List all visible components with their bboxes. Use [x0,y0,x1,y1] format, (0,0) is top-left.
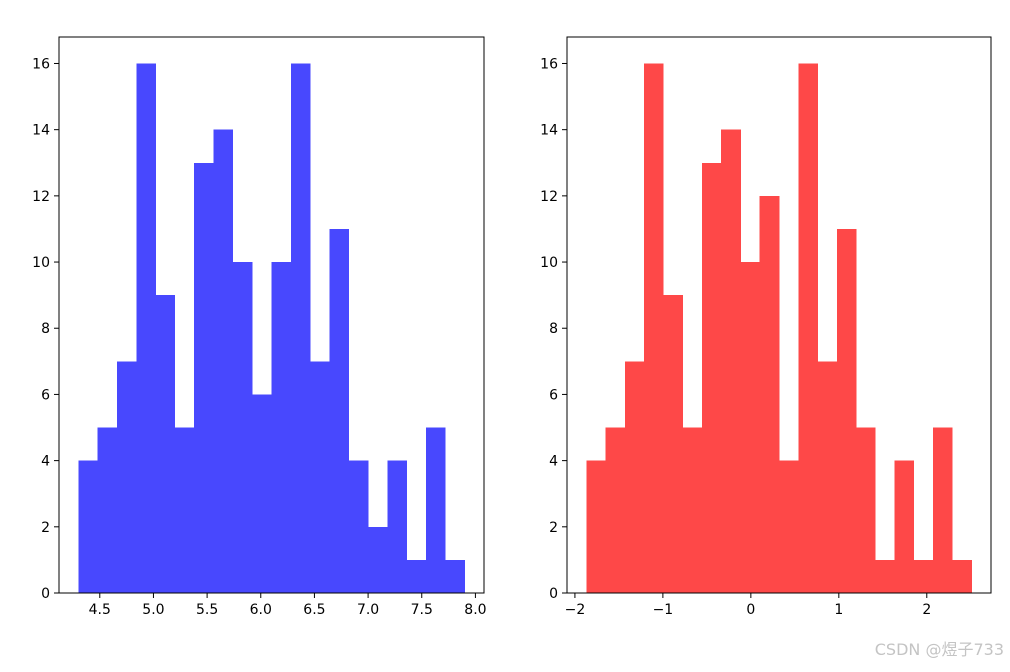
histogram-bar [952,559,972,593]
x-tick-label: 0 [746,602,755,618]
x-tick-label: 6.0 [250,602,272,618]
x-tick-label: −2 [565,602,586,618]
y-tick-label: 12 [540,189,558,205]
histogram-bar [78,460,98,593]
histogram-bar [701,162,722,593]
histogram-bar [721,129,741,594]
histogram-bar [368,526,388,593]
histogram-bar [136,63,156,594]
x-tick-label: 8.0 [464,602,486,618]
histogram-bar [116,361,137,593]
x-tick-label: 6.5 [303,602,325,618]
histogram-bar [406,559,427,593]
histogram-bar [779,460,799,593]
histogram-bar [740,262,761,593]
histogram-bar [663,295,683,593]
histogram-bar [387,460,408,593]
histogram-bar [271,262,292,593]
histogram-bar [894,460,915,593]
histogram-bar [605,427,626,593]
histogram-bar [856,427,876,593]
histogram-bar [252,394,272,593]
y-tick-label: 0 [549,586,558,602]
histogram-bar [586,460,606,593]
y-tick-label: 6 [41,387,50,403]
y-tick-label: 8 [41,321,50,337]
y-tick-label: 14 [32,123,50,139]
histogram-bar [682,427,703,593]
histogram-bar [348,460,369,593]
histogram-bar [798,63,818,594]
x-tick-label: 2 [922,602,931,618]
y-tick-label: 16 [32,56,50,72]
histogram-bar [194,162,214,593]
y-tick-label: 4 [41,454,50,470]
x-tick-label: 1 [834,602,843,618]
chart-panel-1: 4.5 5.0 5.5 6.0 6.5 7.0 7.5 8.0 0 2 4 6 8 10 12 14 16 [32,36,487,618]
histogram-bar [875,559,895,593]
x-tick-label: −1 [653,602,674,618]
histogram-bar [426,427,446,593]
x-tick-label: 5.0 [142,602,164,618]
histogram-bar [329,228,350,593]
y-tick-label: 16 [540,56,558,72]
y-tick-label: 2 [549,520,558,536]
x-tick-label: 7.0 [357,602,379,618]
histogram-bar [155,295,176,593]
axes-frame [58,36,485,594]
histogram-bar [232,262,253,593]
y-tick-label: 4 [549,454,558,470]
histogram-bar [836,228,857,593]
histogram-bar [310,361,330,593]
y-tick-label: 10 [540,255,558,271]
histogram-bar [97,427,118,593]
x-tick-label: 7.5 [411,602,433,618]
histogram-bar [624,361,645,593]
histogram-bar [933,427,953,593]
axes-frame [566,36,992,594]
histogram-bar [290,63,311,594]
histogram-bar [817,361,838,593]
histogram-bar [759,195,780,594]
histogram-bar [445,559,465,593]
y-tick-label: 2 [41,520,50,536]
watermark: CSDN @煜子733 [874,640,1004,659]
histogram-bar [644,63,664,594]
y-tick-label: 8 [549,321,558,337]
x-tick-label: 5.5 [196,602,218,618]
histogram-bar [213,129,234,594]
y-tick-label: 12 [32,189,50,205]
x-tick-label: 4.5 [89,602,111,618]
y-tick-label: 0 [41,586,50,602]
y-tick-label: 10 [32,255,50,271]
histogram-bar [913,559,934,593]
y-tick-label: 14 [540,123,558,139]
y-tick-label: 6 [549,387,558,403]
histogram-bar [174,427,195,593]
